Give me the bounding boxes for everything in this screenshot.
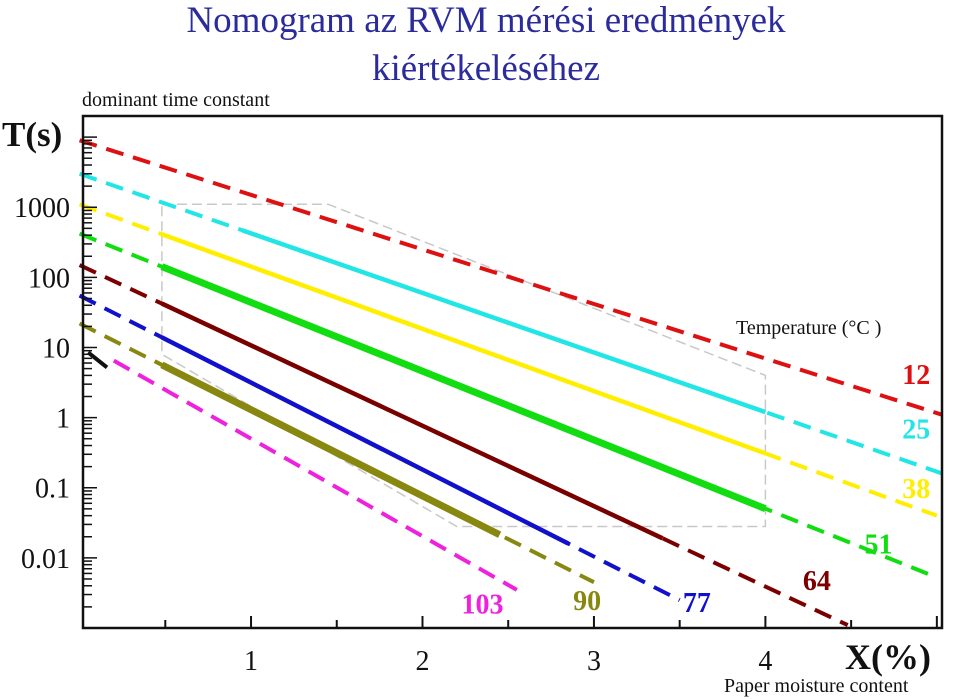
series-25: 25 [78,171,943,476]
x-tick-label: 4 [758,646,772,677]
series-90: 90 [78,321,601,617]
series-line-solid-51 [160,263,767,512]
series-label-64: 64 [803,566,831,597]
y-tick-label: 1 [56,404,70,435]
series-64: 64 [78,263,849,627]
x-tick-label: 1 [244,646,258,677]
series-51: 51 [78,231,935,578]
series-line-solid-38 [161,232,767,456]
x-axis-sublabel: Paper moisture content [724,675,909,697]
y-tick-label: 10 [42,333,70,364]
series-line-solid-90 [160,361,502,538]
series-line-solid-64 [160,301,664,541]
series-label-103: 103 [461,590,503,621]
series-label-77: 77 [683,588,711,619]
series-38: 38 [78,202,938,518]
series-103: 103 [112,358,518,621]
series-12: 12 [78,138,943,417]
series-label-25: 25 [902,415,930,446]
y-tick-label: 0.01 [21,544,70,575]
legend-title: Temperature (°C ) [736,317,881,339]
series-77: 77 [78,293,711,619]
series-line-solid-77 [160,335,570,546]
y-axis-sublabel: dominant time constant [82,89,270,111]
chart-title-line-1: Nomogram az RVM mérési eredmények [186,0,786,41]
series-label-38: 38 [902,474,930,505]
x-axis-label: X(%) [845,637,931,677]
series-label-90: 90 [573,586,601,617]
series-line-dashed-103 [112,358,518,592]
series-line-dashed-12 [78,138,943,417]
y-tick-label: 1000 [14,193,70,224]
chart-title-line-2: kiértékeléséhez [372,48,600,89]
y-tick-label: 0.1 [35,474,70,505]
x-tick-label: 3 [587,646,601,677]
series-label-51: 51 [865,530,893,561]
series-label-12: 12 [902,360,930,391]
y-tick-label: 100 [28,263,70,294]
plot-frame [81,114,944,630]
x-tick-label: 2 [415,646,429,677]
y-axis-label: T(s) [2,115,62,154]
series-line-solid-25 [241,228,767,415]
valid-region-outline [161,203,767,528]
